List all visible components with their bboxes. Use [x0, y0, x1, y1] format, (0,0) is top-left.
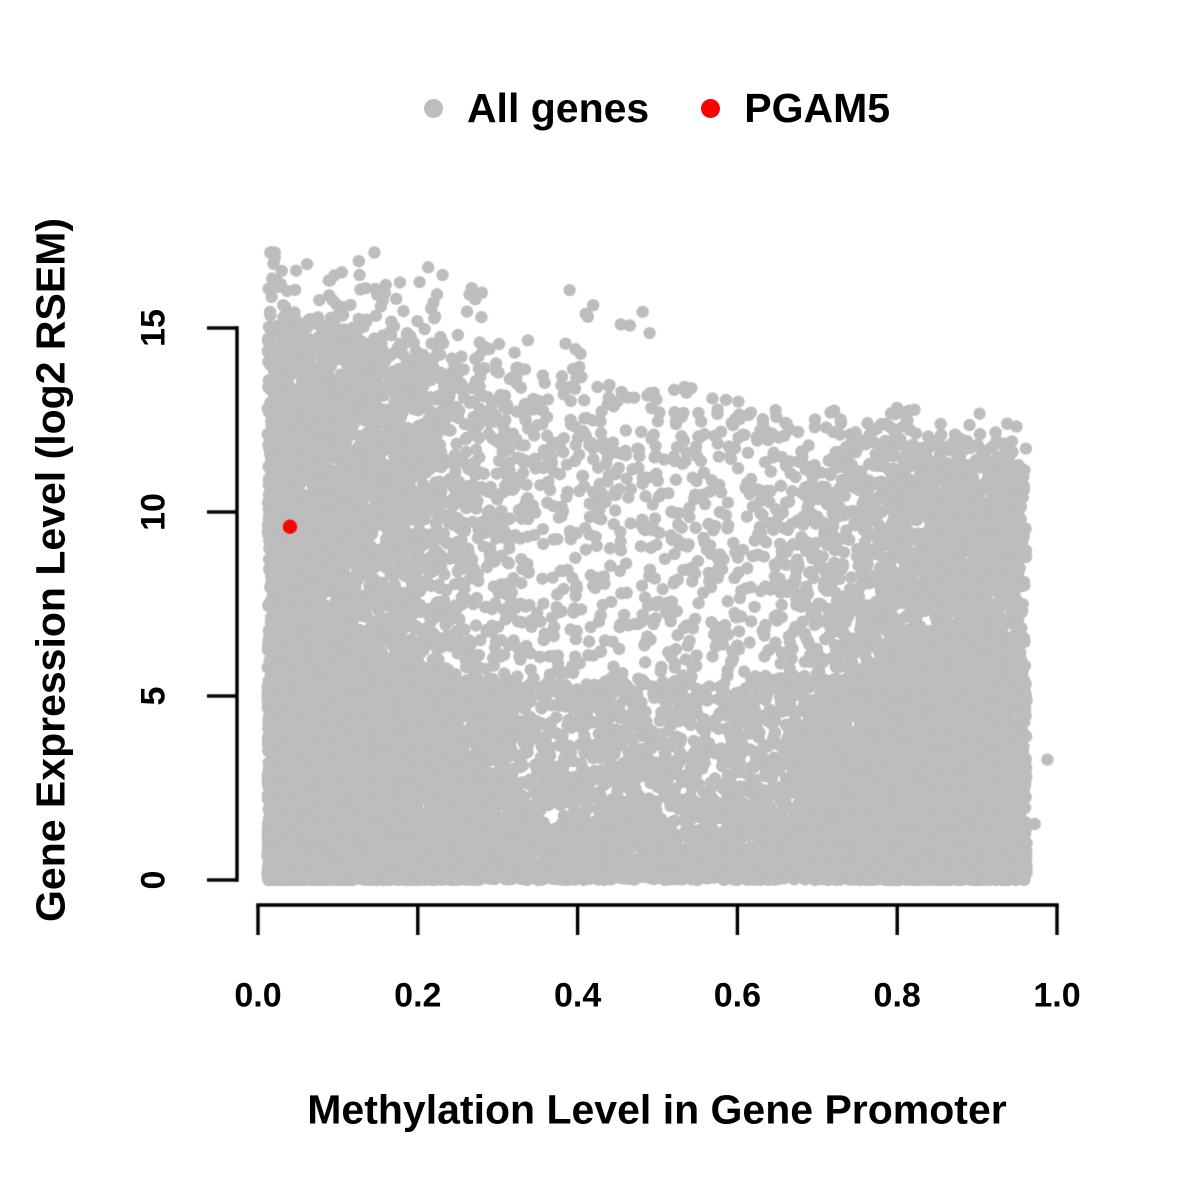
legend: All genes PGAM5: [257, 82, 1057, 134]
y-tick-label: 10: [134, 493, 173, 531]
x-tick-label: 1.0: [1033, 976, 1081, 1015]
x-tick-label: 0.0: [234, 976, 282, 1015]
x-tick-label: 0.6: [713, 976, 762, 1015]
y-axis-title: Gene Expression Level (log2 RSEM): [27, 217, 74, 923]
all-genes-legend-label: All genes: [466, 84, 650, 131]
y-tick-label: 15: [134, 309, 173, 347]
x-tick-label: 0.8: [873, 976, 921, 1015]
all-genes-marker-icon: [423, 98, 443, 118]
y-tick-label: 5: [134, 686, 173, 706]
pgam5-marker-icon: [701, 98, 721, 118]
legend-item-pgam5: PGAM5: [701, 84, 891, 131]
legend-item-all-genes: All genes: [423, 84, 650, 131]
x-tick-label: 0.2: [394, 976, 442, 1015]
x-tick-label: 0.4: [553, 976, 602, 1015]
pgam5-legend-label: PGAM5: [744, 84, 891, 131]
y-tick-label: 0: [134, 870, 173, 890]
x-axis-title: Methylation Level in Gene Promoter: [307, 1086, 1007, 1133]
